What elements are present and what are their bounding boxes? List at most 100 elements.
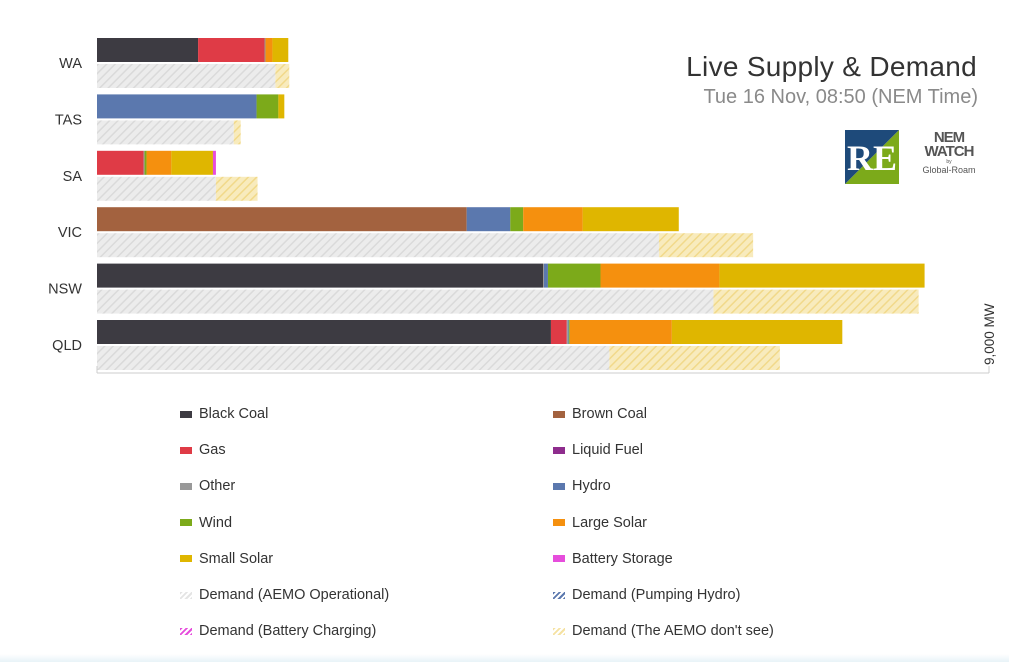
legend-swatch-wind	[180, 519, 192, 527]
demand-bar-qld-demand-unseen	[609, 346, 780, 370]
category-label-vic: VIC	[58, 225, 82, 241]
demand-bar-nsw-demand-operational	[97, 289, 714, 314]
legend-swatch-hydro	[553, 482, 565, 490]
demand-bar-sa-demand-unseen	[215, 176, 258, 201]
supply-bar-qld-small-solar	[671, 320, 843, 344]
legend-label: Brown Coal	[572, 406, 647, 423]
nemwatch-logo: NEM WATCH by Global-Roam	[918, 130, 980, 186]
legend-item-gas[interactable]: Gas	[180, 432, 553, 468]
demand-bar-wa-demand-operational	[97, 64, 276, 88]
legend-label: Large Solar	[572, 514, 647, 531]
demand-bar-nsw-demand-unseen	[713, 289, 919, 314]
category-label-qld: QLD	[52, 338, 82, 354]
legend-label: Gas	[199, 442, 226, 459]
legend-label: Demand (AEMO Operational)	[199, 587, 390, 604]
logo-line-3: by	[946, 159, 952, 165]
supply-bar-sa-battery-storage	[212, 150, 216, 175]
legend-item-liquid-fuel[interactable]: Liquid Fuel	[553, 432, 926, 468]
demand-bar-wa-demand-unseen	[275, 64, 290, 88]
demand-bar-tas-demand-operational	[97, 120, 234, 145]
legend-label: Small Solar	[199, 550, 274, 567]
svg-text:RE: RE	[847, 138, 897, 178]
legend-label: Black Coal	[199, 406, 269, 423]
supply-bar-sa-gas	[97, 150, 144, 175]
legend-item-brown-coal[interactable]: Brown Coal	[553, 396, 926, 432]
legend-swatch-brown-coal	[553, 410, 565, 418]
logo-line-2: WATCH	[924, 143, 975, 160]
legend-swatch-large-solar	[553, 519, 565, 527]
legend-swatch-other	[180, 482, 192, 490]
legend-label: Demand (The AEMO don't see)	[572, 623, 774, 640]
supply-bar-vic-small-solar	[582, 207, 679, 232]
bars-group	[97, 38, 925, 370]
legend-label: Hydro	[572, 478, 611, 495]
supply-bar-tas-wind	[256, 94, 279, 119]
demand-bar-tas-demand-unseen	[233, 120, 241, 145]
supply-bar-nsw-wind	[547, 263, 601, 288]
supply-bar-qld-other	[566, 320, 568, 344]
supply-bar-sa-small-solar	[171, 150, 213, 175]
supply-bar-nsw-small-solar	[719, 263, 925, 288]
logo-line-1: NEM	[933, 129, 965, 146]
legend-swatch-gas	[180, 446, 192, 454]
legend-swatch-demand-operational	[180, 591, 192, 599]
category-labels: WA TAS SA VIC NSW QLD	[48, 56, 82, 354]
legend-item-demand-operational[interactable]: Demand (AEMO Operational)	[180, 577, 553, 613]
supply-bar-wa-other	[264, 38, 266, 62]
legend-item-large-solar[interactable]: Large Solar	[553, 505, 926, 541]
legend-swatch-small-solar	[180, 555, 192, 563]
supply-bar-vic-wind	[510, 207, 524, 232]
chart-subtitle: Tue 16 Nov, 08:50 (NEM Time)	[703, 86, 978, 108]
x-axis-end-label: 9,000 MW	[982, 303, 997, 365]
supply-bar-qld-wind	[568, 320, 570, 344]
legend-item-hydro[interactable]: Hydro	[553, 468, 926, 504]
legend-label: Demand (Pumping Hydro)	[572, 587, 741, 604]
supply-bar-vic-brown-coal	[97, 207, 467, 232]
legend-swatch-battery-storage	[553, 555, 565, 563]
supply-bar-wa-small-solar	[272, 38, 289, 62]
legend-item-demand-unseen[interactable]: Demand (The AEMO don't see)	[553, 613, 926, 649]
supply-bar-nsw-black-coal	[97, 263, 543, 288]
supply-bar-vic-hydro	[466, 207, 511, 232]
legend-swatch-demand-battery	[180, 627, 192, 635]
legend-swatch-black-coal	[180, 410, 192, 418]
chart-legend: Black Coal Brown Coal Gas Liquid Fuel Other H…	[180, 396, 940, 649]
demand-bar-vic-demand-unseen	[658, 233, 754, 258]
legend-swatch-liquid-fuel	[553, 446, 565, 454]
supply-bar-qld-hydro	[567, 320, 569, 344]
legend-swatch-demand-unseen	[553, 627, 565, 635]
category-label-wa: WA	[59, 56, 82, 72]
legend-swatch-demand-pumping	[553, 591, 565, 599]
legend-item-demand-battery[interactable]: Demand (Battery Charging)	[180, 613, 553, 649]
demand-bar-qld-demand-operational	[97, 346, 610, 370]
supply-bar-wa-large-solar	[265, 38, 273, 62]
legend-label: Wind	[199, 514, 233, 531]
legend-item-demand-pumping[interactable]: Demand (Pumping Hydro)	[553, 577, 926, 613]
supply-bar-wa-gas	[198, 38, 265, 62]
legend-item-black-coal[interactable]: Black Coal	[180, 396, 553, 432]
supply-bar-nsw-hydro	[543, 263, 548, 288]
supply-bar-nsw-other	[543, 263, 544, 288]
category-label-tas: TAS	[55, 112, 82, 128]
supply-bar-qld-gas	[550, 320, 567, 344]
logo-line-4: Global-Roam	[922, 165, 976, 175]
supply-bar-nsw-large-solar	[600, 263, 720, 288]
re-logo: RE	[845, 130, 899, 184]
supply-bar-wa-black-coal	[97, 38, 199, 62]
demand-bar-vic-demand-operational	[97, 233, 659, 258]
supply-bar-sa-other	[143, 150, 145, 175]
legend-item-battery-storage[interactable]: Battery Storage	[553, 541, 926, 577]
supply-bar-tas-small-solar	[278, 94, 285, 119]
chart-title: Live Supply & Demand	[686, 51, 977, 82]
legend-label: Liquid Fuel	[572, 442, 643, 459]
demand-bar-sa-demand-operational	[97, 176, 216, 201]
legend-item-wind[interactable]: Wind	[180, 505, 553, 541]
supply-bar-sa-large-solar	[146, 150, 172, 175]
legend-label: Demand (Battery Charging)	[199, 623, 377, 640]
category-label-sa: SA	[63, 169, 83, 185]
supply-bar-sa-wind	[144, 150, 147, 175]
legend-item-other[interactable]: Other	[180, 468, 553, 504]
supply-bar-tas-hydro	[97, 94, 257, 119]
legend-item-small-solar[interactable]: Small Solar	[180, 541, 553, 577]
